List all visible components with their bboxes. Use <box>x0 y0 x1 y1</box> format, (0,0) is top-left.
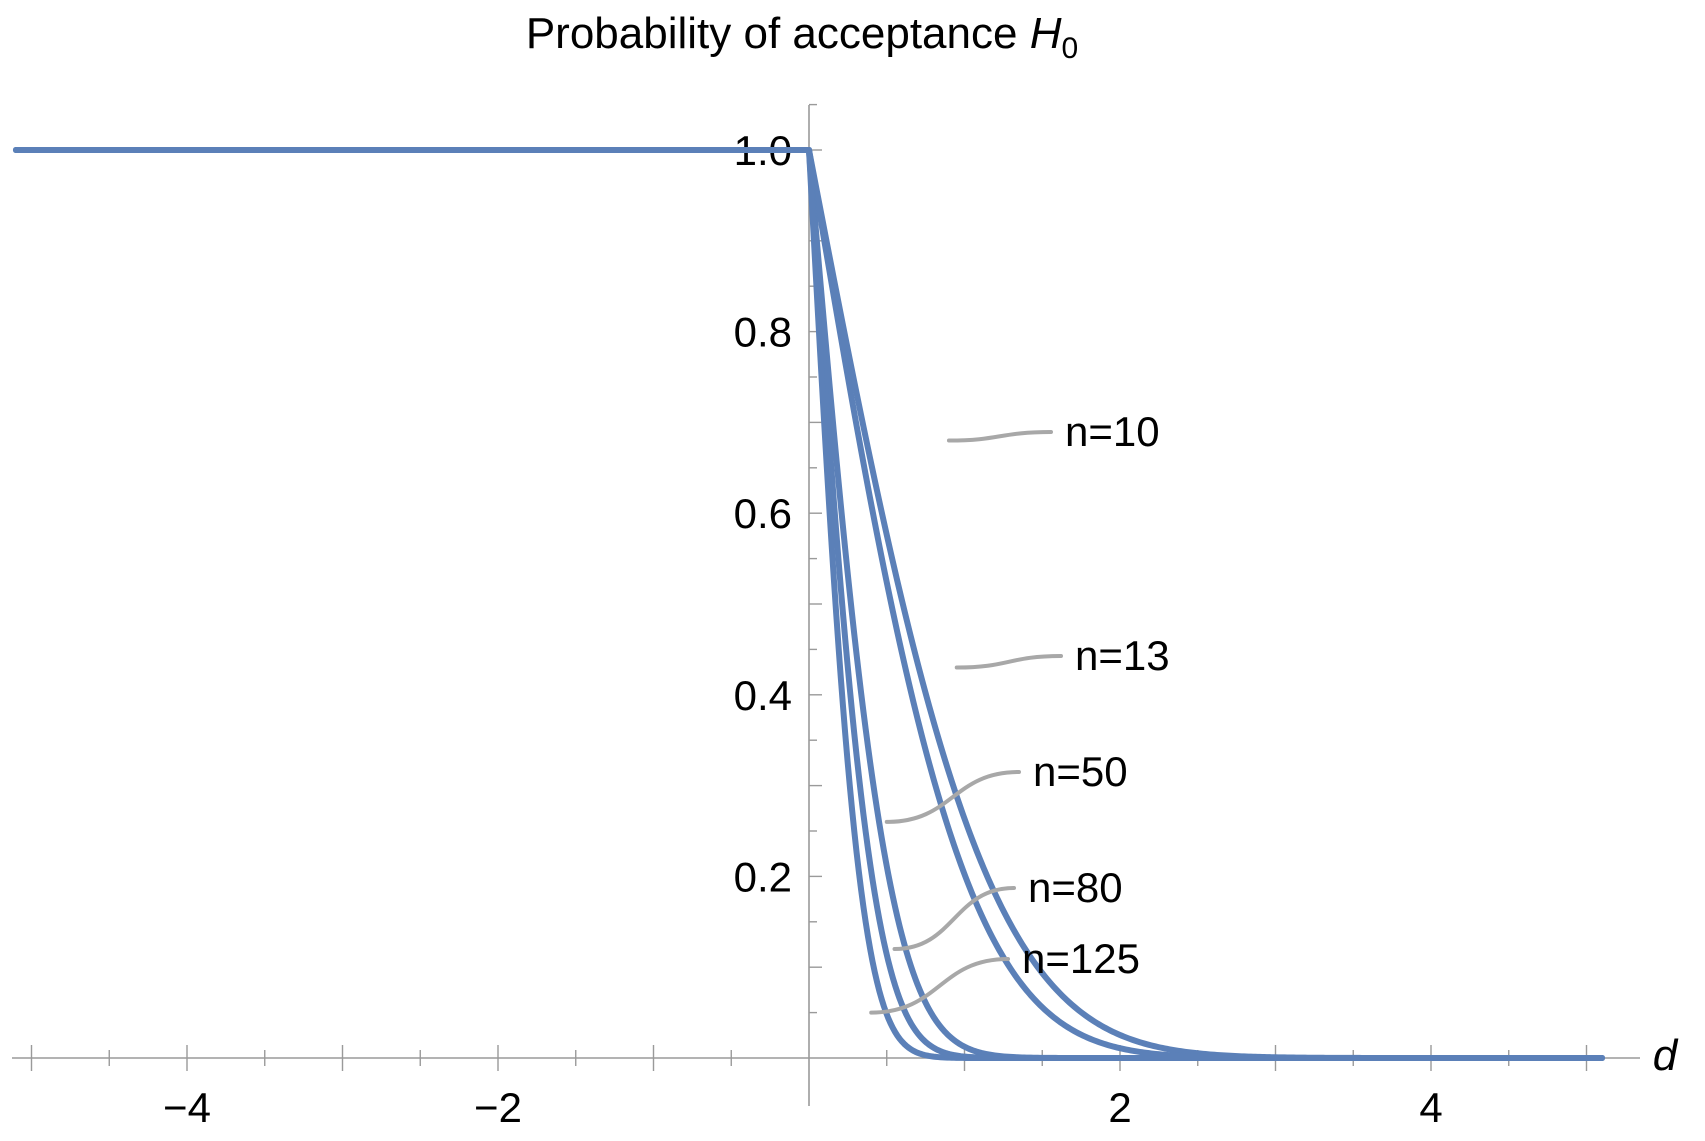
leader-n=125 <box>869 957 1010 1015</box>
chart-title: Probability of acceptance H0 <box>526 9 1078 65</box>
x-tick-label: −4 <box>163 1084 211 1131</box>
leader-n=13 <box>954 654 1063 670</box>
label-leaders <box>869 430 1063 1015</box>
chart-title-variable: H <box>1030 9 1062 58</box>
leader-n=80 <box>892 886 1016 952</box>
curve-labels: n=10 n=13 n=50 n=80 n=125 <box>1022 408 1170 982</box>
x-axis-label: d <box>1653 1031 1679 1080</box>
x-tick-label: −2 <box>474 1084 522 1131</box>
curve-label-n=125: n=125 <box>1022 935 1140 982</box>
y-tick-label: 0.2 <box>734 853 792 900</box>
y-tick-label: 0.4 <box>734 672 792 719</box>
chart-title-subscript: 0 <box>1061 32 1078 65</box>
leader-n=50 <box>884 770 1021 824</box>
curve-label-n=80: n=80 <box>1028 864 1123 911</box>
y-tick-label: 0.6 <box>734 490 792 537</box>
y-tick-label: 0.8 <box>734 309 792 356</box>
x-tick-label: 4 <box>1419 1084 1442 1131</box>
curves <box>12 147 1606 1061</box>
series-line-n=125 <box>12 147 1606 1061</box>
x-tick-label: 2 <box>1108 1084 1131 1131</box>
curve-label-n=10: n=10 <box>1065 408 1160 455</box>
curve-label-n=13: n=13 <box>1075 632 1170 679</box>
chart-title-prefix: Probability of acceptance <box>526 9 1030 58</box>
leader-n=10 <box>946 430 1053 443</box>
curve-label-n=50: n=50 <box>1033 748 1128 795</box>
